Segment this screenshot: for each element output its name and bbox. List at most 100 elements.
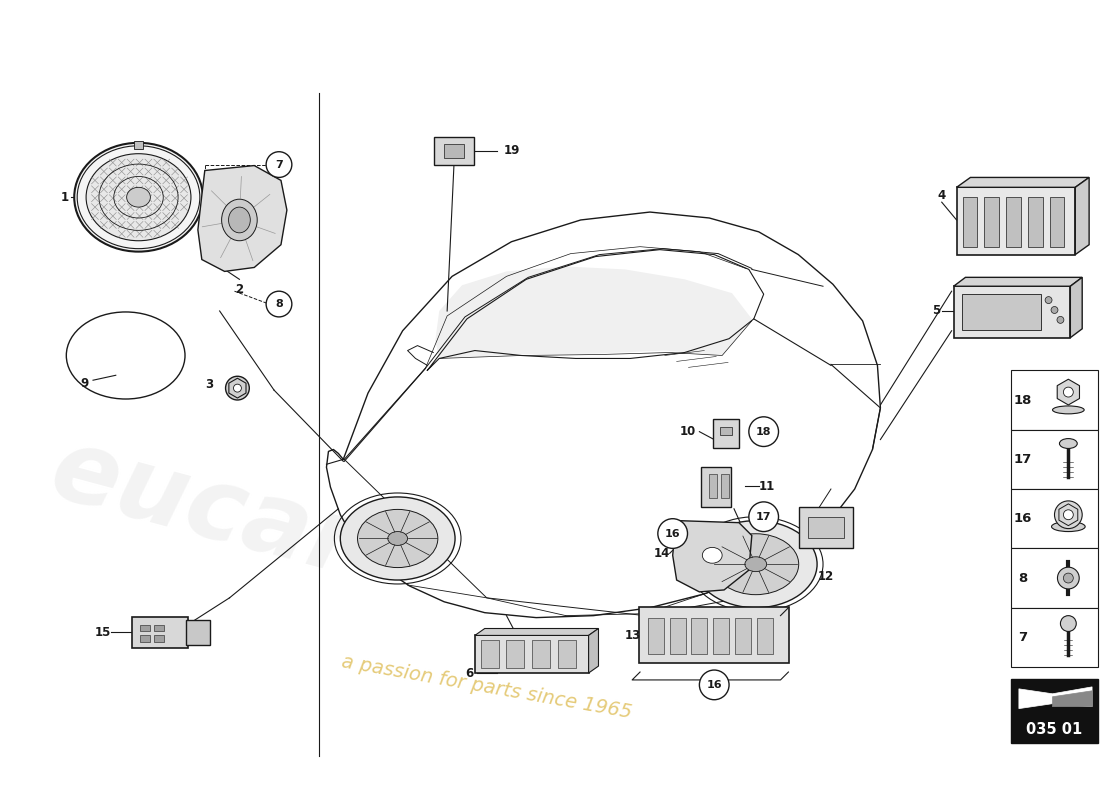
Bar <box>1049 198 1065 246</box>
Bar <box>1027 198 1043 246</box>
Circle shape <box>1064 387 1074 397</box>
Circle shape <box>1055 501 1082 529</box>
Text: 17: 17 <box>1014 453 1032 466</box>
Bar <box>532 640 550 668</box>
Polygon shape <box>957 178 1089 187</box>
Bar <box>506 640 525 668</box>
Circle shape <box>700 670 729 700</box>
Ellipse shape <box>1052 522 1086 531</box>
Polygon shape <box>954 278 1082 286</box>
Bar <box>757 618 772 654</box>
Bar <box>954 286 1070 338</box>
Bar <box>558 640 575 668</box>
Polygon shape <box>588 629 598 673</box>
Bar <box>141 625 151 631</box>
FancyBboxPatch shape <box>434 137 474 165</box>
Text: 7: 7 <box>275 159 283 170</box>
Circle shape <box>658 518 688 548</box>
Circle shape <box>749 417 779 446</box>
Text: 13: 13 <box>625 629 641 642</box>
FancyBboxPatch shape <box>713 418 739 449</box>
Circle shape <box>1057 317 1064 323</box>
Text: 16: 16 <box>1014 512 1032 526</box>
Bar <box>444 144 464 158</box>
Text: 1: 1 <box>60 190 68 204</box>
Text: 14: 14 <box>653 547 670 560</box>
Bar <box>1011 430 1098 489</box>
Text: 17: 17 <box>756 512 771 522</box>
Circle shape <box>266 291 292 317</box>
Polygon shape <box>1057 379 1079 405</box>
Bar <box>1011 548 1098 608</box>
Text: 6: 6 <box>465 666 473 679</box>
Bar <box>154 625 164 631</box>
Ellipse shape <box>221 199 257 241</box>
Text: 2: 2 <box>235 282 243 296</box>
Text: 11: 11 <box>759 479 774 493</box>
Circle shape <box>226 376 250 400</box>
Ellipse shape <box>126 187 151 207</box>
Polygon shape <box>436 266 751 358</box>
Text: eucar: eucar <box>40 421 370 597</box>
Bar <box>720 426 732 434</box>
Bar <box>154 635 164 642</box>
Text: 16: 16 <box>706 680 722 690</box>
Circle shape <box>1050 306 1058 314</box>
Ellipse shape <box>229 207 251 233</box>
Ellipse shape <box>703 547 722 563</box>
Text: 19: 19 <box>504 144 519 158</box>
Bar <box>735 618 751 654</box>
Text: 12: 12 <box>818 570 834 582</box>
Ellipse shape <box>74 143 202 252</box>
Bar <box>481 640 498 668</box>
Polygon shape <box>1053 691 1092 706</box>
Bar <box>1011 489 1098 548</box>
Circle shape <box>1045 297 1052 303</box>
Bar <box>692 618 707 654</box>
FancyBboxPatch shape <box>132 617 188 648</box>
Text: 7: 7 <box>1019 631 1027 644</box>
FancyBboxPatch shape <box>800 507 852 548</box>
Bar <box>133 141 143 149</box>
Text: 035 01: 035 01 <box>1026 722 1082 737</box>
Bar <box>648 618 663 654</box>
Text: 3: 3 <box>206 378 213 390</box>
Circle shape <box>1060 616 1076 631</box>
Ellipse shape <box>388 531 408 546</box>
Bar <box>475 635 588 673</box>
Text: 4: 4 <box>937 189 946 202</box>
Ellipse shape <box>1059 438 1077 449</box>
Circle shape <box>1057 567 1079 589</box>
Bar <box>710 474 717 498</box>
Bar <box>1011 370 1098 430</box>
Text: 5: 5 <box>932 305 939 318</box>
Ellipse shape <box>694 521 817 608</box>
Polygon shape <box>475 629 598 635</box>
Text: a passion for parts since 1965: a passion for parts since 1965 <box>340 652 634 722</box>
Text: 16: 16 <box>664 529 681 538</box>
Ellipse shape <box>745 557 767 572</box>
FancyBboxPatch shape <box>702 467 732 507</box>
FancyBboxPatch shape <box>186 619 210 646</box>
Circle shape <box>1064 510 1074 520</box>
Text: 18: 18 <box>1014 394 1032 406</box>
Text: 15: 15 <box>95 626 111 639</box>
Bar <box>1006 198 1021 246</box>
Polygon shape <box>1076 178 1089 254</box>
Ellipse shape <box>340 497 455 580</box>
Text: 8: 8 <box>275 299 283 309</box>
Circle shape <box>749 502 779 531</box>
Polygon shape <box>1019 687 1092 709</box>
Bar <box>962 198 977 246</box>
Circle shape <box>233 384 241 392</box>
Bar <box>141 635 151 642</box>
Ellipse shape <box>1053 406 1085 414</box>
Polygon shape <box>198 166 287 271</box>
Circle shape <box>1064 573 1074 583</box>
Text: 18: 18 <box>756 426 771 437</box>
Bar <box>961 294 1041 330</box>
Bar <box>808 517 844 538</box>
Text: 8: 8 <box>1019 571 1027 585</box>
Circle shape <box>266 152 292 178</box>
Polygon shape <box>673 521 751 592</box>
